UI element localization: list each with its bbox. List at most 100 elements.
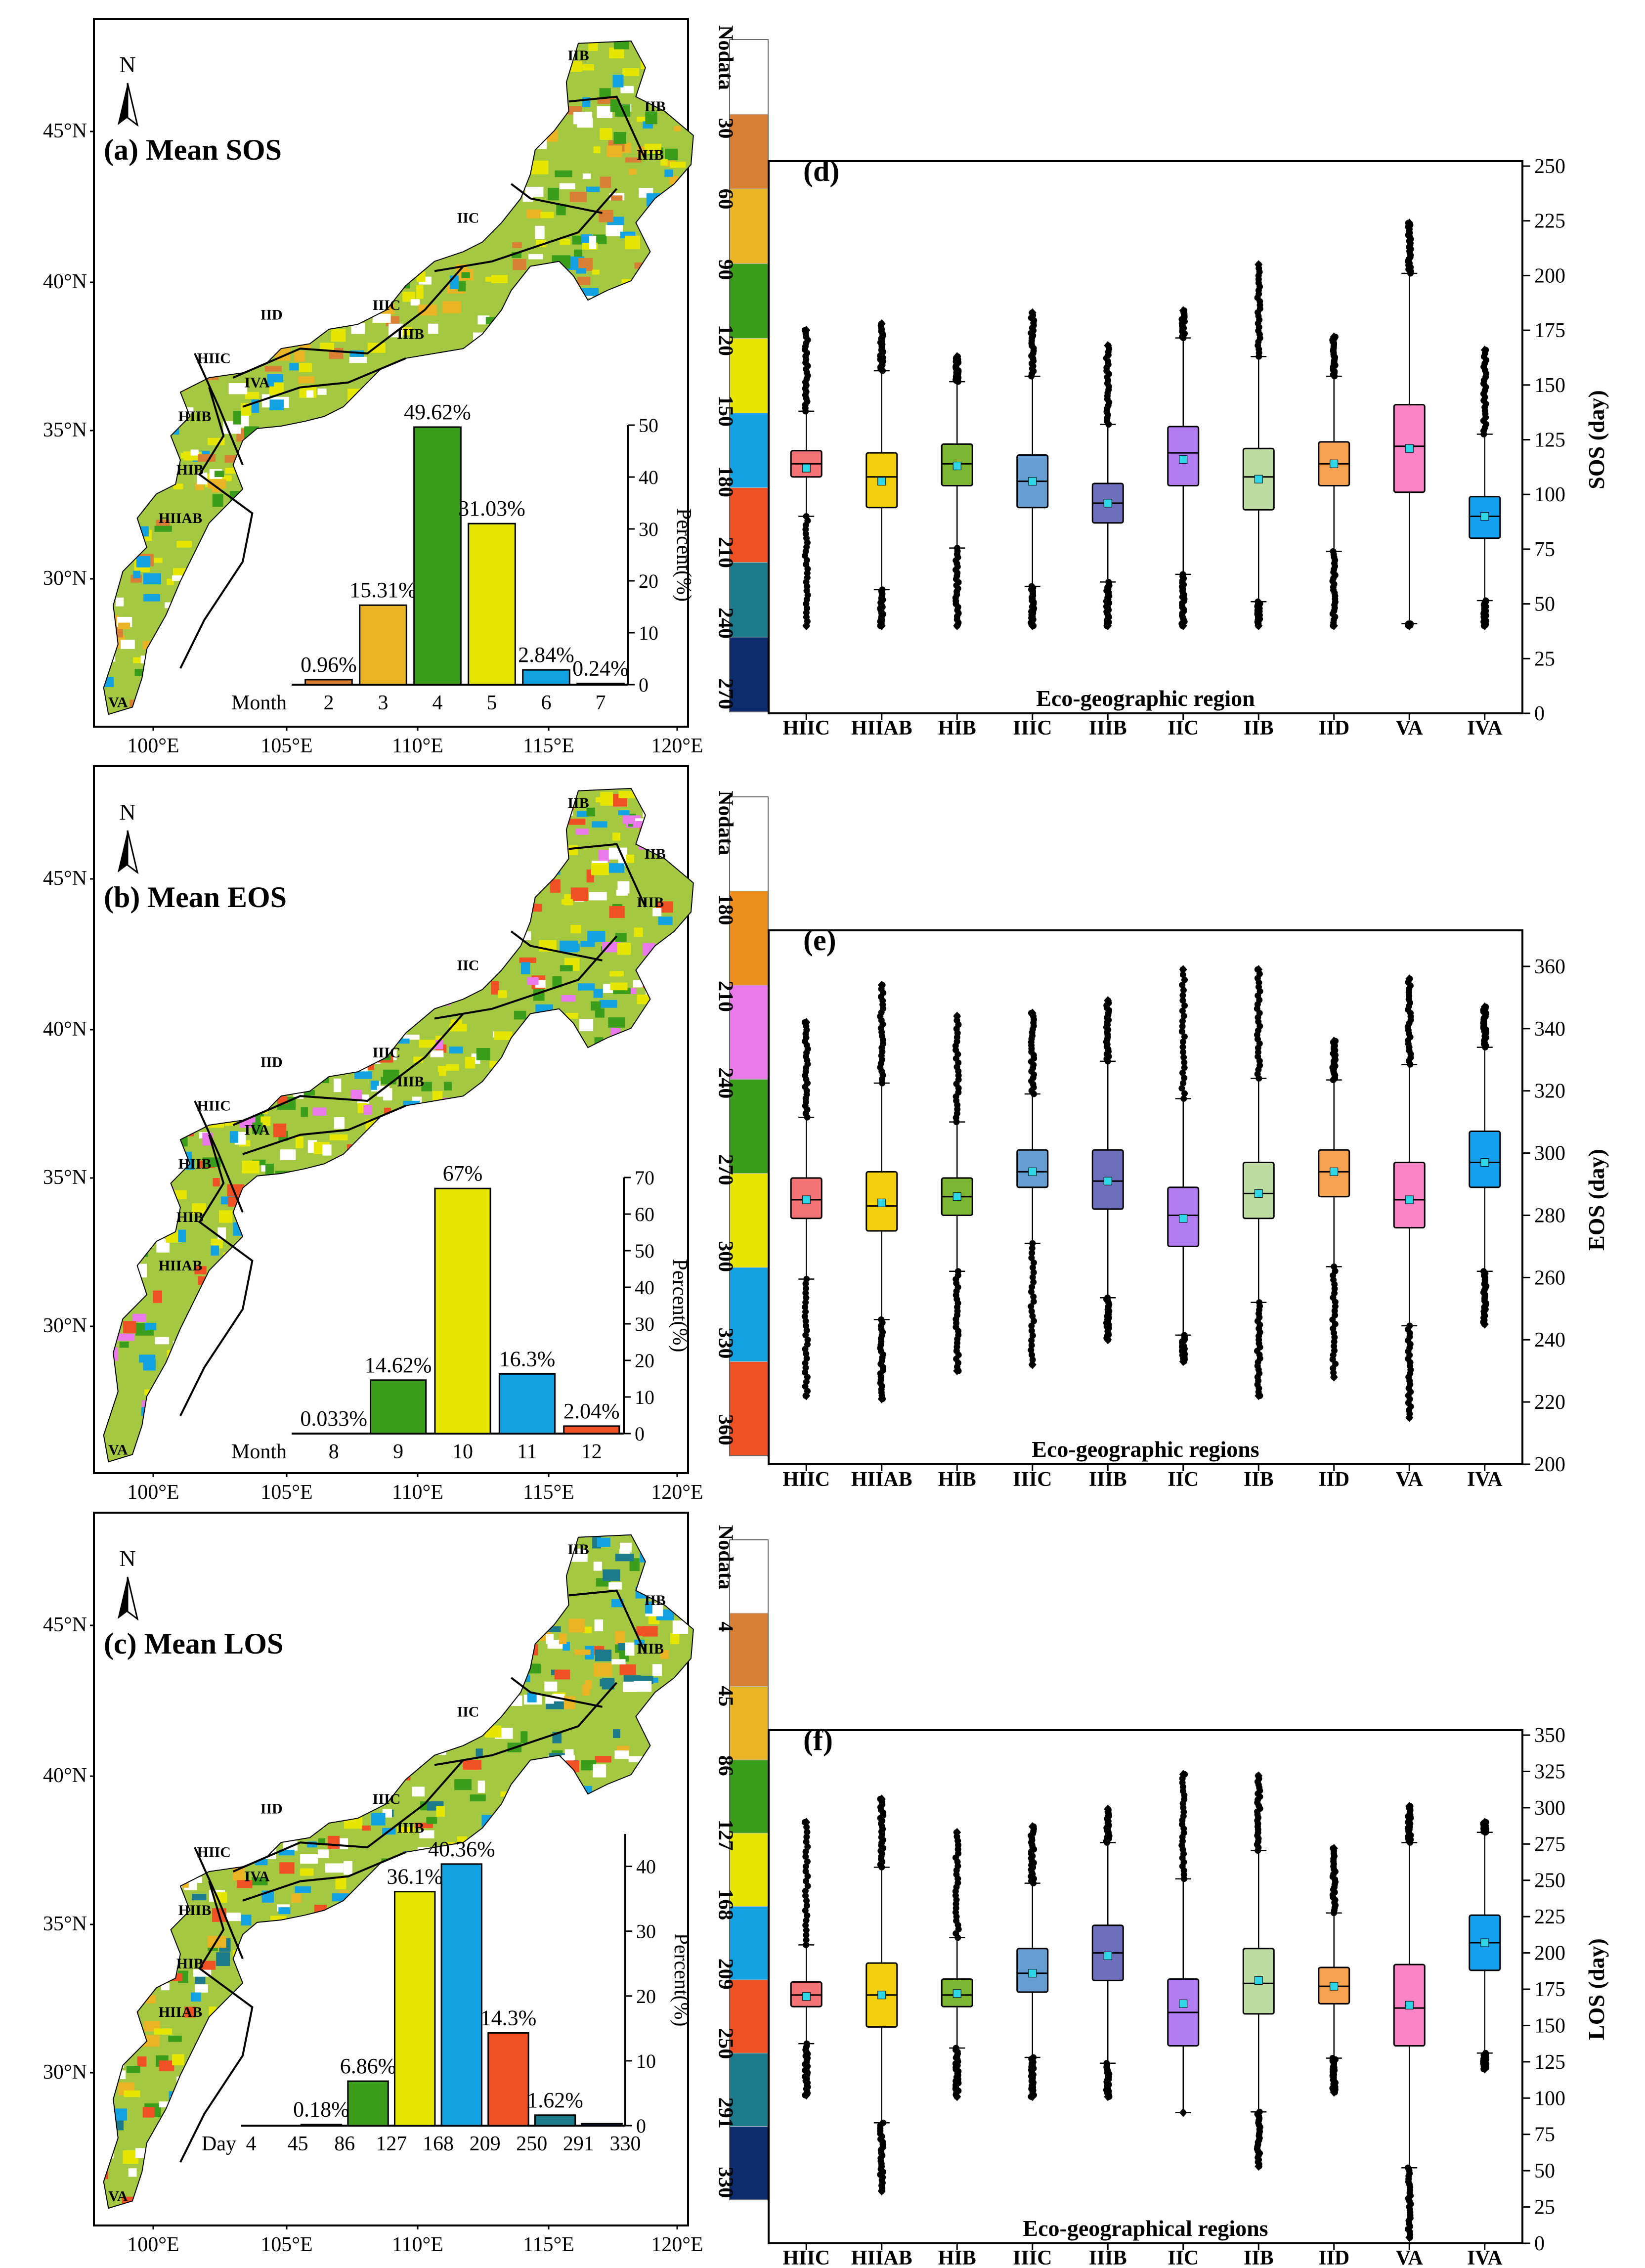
y-tick-label: 0 <box>1534 702 1545 725</box>
pixel-patch <box>610 99 620 112</box>
inset-bar <box>576 682 625 686</box>
pixel-patch <box>634 927 643 937</box>
eco-boundary-line <box>242 357 406 408</box>
pixel-patch <box>570 887 588 901</box>
inset-x-tick-label: 9 <box>393 1440 403 1463</box>
inset-bar-value-label: 14.62% <box>365 1353 432 1377</box>
inset-y-label: Percent(%) <box>670 1933 693 2027</box>
legend-label: 60 <box>714 189 736 210</box>
pixel-patch <box>245 392 260 399</box>
inset-bar-value-label: 14.3% <box>480 2006 537 2030</box>
pixel-patch <box>436 1806 445 1817</box>
pixel-patch <box>592 821 607 828</box>
x-tick-label: HIIC <box>782 1468 830 1491</box>
legend-label: 210 <box>714 537 736 568</box>
pixel-patch <box>576 268 586 274</box>
pixel-patch <box>444 1082 452 1090</box>
region-label: HIB <box>176 1209 204 1225</box>
inset-x-prefix: Month <box>231 1440 287 1463</box>
region-label: IIIB <box>637 894 664 911</box>
pixel-patch <box>593 989 603 998</box>
pixel-patch <box>544 1681 558 1692</box>
pixel-patch <box>585 1680 592 1689</box>
pixel-patch <box>561 943 580 952</box>
pixel-patch <box>560 239 570 245</box>
region-label: IVA <box>245 375 270 391</box>
legend-label: 180 <box>714 466 736 497</box>
pixel-patch <box>208 479 226 489</box>
inset-y-tick-label: 60 <box>635 1203 654 1225</box>
pixel-patch <box>295 1136 303 1148</box>
pixel-patch <box>625 1642 635 1656</box>
legend-label: Nodata <box>714 1525 736 1590</box>
pixel-patch <box>265 1164 274 1178</box>
inset-x-tick-label: 6 <box>541 692 552 714</box>
pixel-patch <box>485 276 495 282</box>
pixel-patch <box>442 301 461 313</box>
inset-bar-value-label: 1.62% <box>527 2088 583 2112</box>
mean-marker <box>1028 1167 1037 1176</box>
north-arrow-half <box>127 1576 139 1621</box>
inset-bar <box>468 523 516 686</box>
region-label: HIIB <box>178 1156 212 1172</box>
pixel-patch <box>665 148 678 161</box>
pixel-patch <box>225 1913 241 1921</box>
region-label: IIC <box>457 957 479 973</box>
lat-label: 35°N <box>43 1166 87 1189</box>
pixel-patch <box>139 1354 156 1363</box>
pixel-patch <box>370 1080 379 1090</box>
legend-label: 210 <box>714 981 736 1012</box>
boxplot-panel-f: 0255075100125150175200225250275300325350… <box>768 1724 1609 2268</box>
inset-bar <box>534 2114 576 2127</box>
pixel-patch <box>530 160 549 174</box>
x-tick-label: IIC <box>1168 1468 1199 1491</box>
pixel-patch <box>273 1123 287 1137</box>
region-label: IIIB <box>637 147 664 163</box>
map-title: (a) Mean SOS <box>104 133 282 166</box>
pixel-patch <box>127 2066 140 2073</box>
inset-bar-value-label: 16.3% <box>499 1347 556 1371</box>
eco-boundary-line <box>568 95 647 160</box>
pixel-patch <box>586 807 595 817</box>
pixel-patch <box>161 1983 170 1991</box>
pixel-patch <box>312 1107 327 1116</box>
y-tick-label: 25 <box>1534 648 1555 670</box>
x-tick-label: IIC <box>1168 717 1199 740</box>
legend-swatch <box>729 188 769 264</box>
pixel-patch <box>494 1031 513 1040</box>
legend-label: 240 <box>714 1067 736 1098</box>
inset-x-tick-label: 11 <box>517 1440 537 1463</box>
pixel-patch <box>195 482 204 490</box>
pixel-patch <box>597 106 612 118</box>
pixel-patch <box>519 957 536 963</box>
pixel-patch <box>612 75 624 87</box>
pixel-patch <box>132 1313 146 1322</box>
x-axis-label: Eco-geographic region <box>1036 686 1255 711</box>
mean-marker <box>1480 512 1489 521</box>
x-tick-label: HIIC <box>782 717 830 740</box>
pixel-patch <box>198 454 216 462</box>
eco-boundary-line <box>179 1134 254 1416</box>
lon-label: 105°E <box>260 735 312 757</box>
pixel-patch <box>234 1192 243 1198</box>
pixel-patch <box>476 1048 490 1060</box>
region-label: IIB <box>645 98 666 115</box>
pixel-patch <box>613 41 629 49</box>
pixel-patch <box>419 1040 436 1048</box>
legend-label: 150 <box>714 395 736 427</box>
pixel-patch <box>570 924 581 934</box>
y-tick-label: 320 <box>1534 1080 1565 1103</box>
eco-boundary-line <box>232 1013 464 1126</box>
inset-bar <box>359 604 407 686</box>
pixel-patch <box>334 1117 345 1129</box>
pixel-patch <box>371 1813 386 1826</box>
pixel-patch <box>294 350 305 362</box>
lon-label: 100°E <box>127 2233 179 2256</box>
pixel-patch <box>595 1649 612 1661</box>
north-label: N <box>119 52 135 77</box>
pixel-patch <box>116 597 124 607</box>
x-tick-label: IIIC <box>1013 1468 1052 1491</box>
y-tick-label: 280 <box>1534 1204 1565 1227</box>
pixel-patch <box>119 1341 129 1348</box>
pixel-patch <box>574 1649 591 1655</box>
